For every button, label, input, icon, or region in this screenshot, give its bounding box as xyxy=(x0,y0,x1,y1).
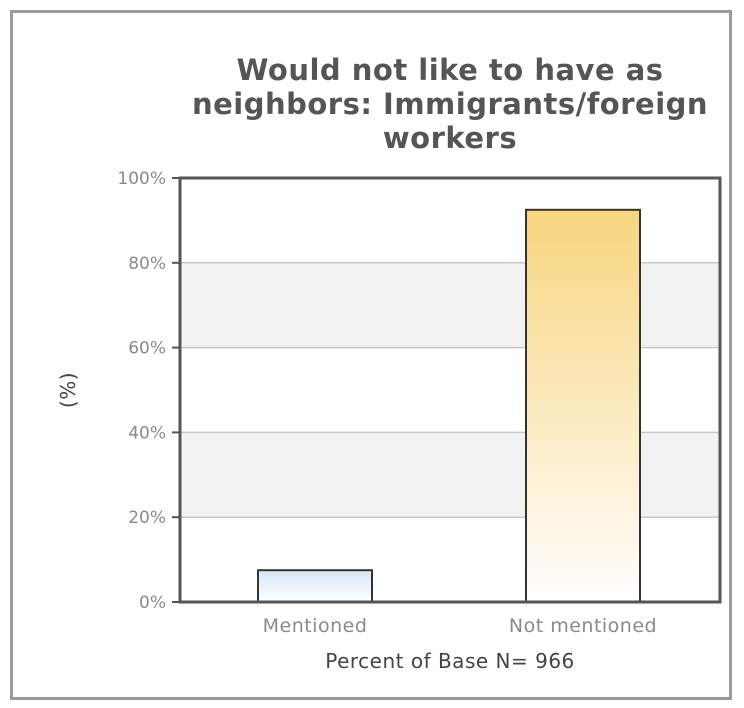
bar-not-mentioned xyxy=(525,208,641,604)
y-tick-label: 0% xyxy=(139,593,166,613)
bar-mentioned xyxy=(257,569,373,604)
chart-title-line-3: workers xyxy=(383,121,517,155)
chart-title-line-2: neighbors: Immigrants/foreign xyxy=(192,87,708,121)
plot-border xyxy=(178,176,722,604)
x-axis-title: Percent of Base N= 966 xyxy=(325,649,575,673)
y-tick-label: 20% xyxy=(128,508,166,528)
y-axis-ticks: 0% 20% 40% 60% 80% 100% xyxy=(117,169,180,613)
x-category-label: Not mentioned xyxy=(509,615,657,637)
y-tick-label: 60% xyxy=(128,339,166,359)
y-tick-label: 100% xyxy=(117,169,166,189)
y-tick-label: 40% xyxy=(128,423,166,443)
chart-title-line-1: Would not like to have as xyxy=(236,53,663,87)
x-axis-categories: Mentioned Not mentioned xyxy=(263,615,657,637)
x-category-label: Mentioned xyxy=(263,615,368,637)
y-tick-label: 80% xyxy=(128,254,166,274)
y-axis-title: (%) xyxy=(56,372,80,408)
